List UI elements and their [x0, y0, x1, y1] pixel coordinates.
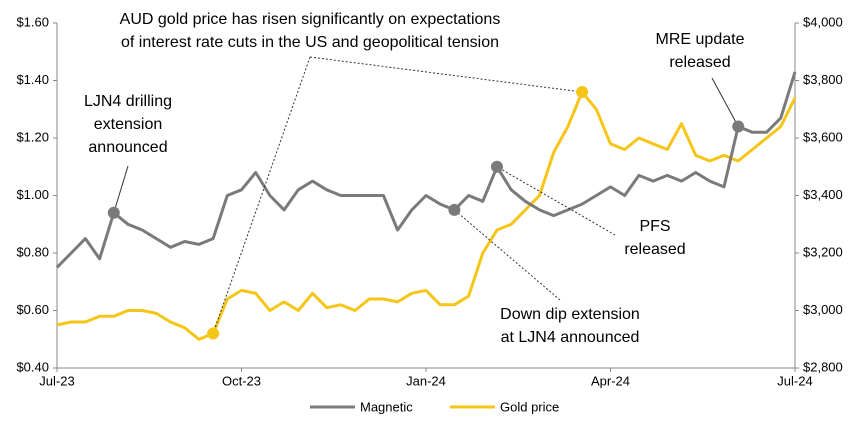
x-tick-label: Jul-24: [777, 373, 812, 388]
annotation: released: [669, 54, 730, 71]
y-tick-label: $0.40: [16, 359, 49, 374]
y-tick-label: $0.60: [16, 302, 49, 317]
x-tick-label: Apr-24: [591, 373, 630, 388]
event-marker: [448, 203, 461, 216]
y2-tick-label: $3,200: [803, 244, 843, 259]
x-tick-label: Jul-23: [39, 373, 74, 388]
annotation: Down dip extension: [500, 306, 640, 323]
y-tick-label: $1.00: [16, 187, 49, 202]
series-line: [56, 90, 797, 341]
series-line: [55, 71, 797, 269]
pointer: [711, 77, 739, 127]
y2-tick-label: $2,800: [803, 359, 843, 374]
pointer: [212, 56, 311, 334]
annotation: at LJN4 announced: [501, 329, 640, 346]
annotation: PFS: [639, 218, 670, 235]
pointer: [454, 209, 561, 301]
event-marker: [107, 206, 120, 219]
annotation: MRE update: [656, 31, 745, 48]
event-marker: [576, 86, 589, 98]
annotation: AUD gold price has risen significantly o…: [120, 11, 501, 28]
event-marker: [490, 160, 503, 173]
y-tick-label: $0.80: [16, 244, 49, 259]
y-tick-label: $1.40: [16, 72, 49, 87]
legend-label: Magnetic: [360, 399, 413, 414]
pointer: [113, 165, 129, 213]
annotation: announced: [88, 139, 167, 156]
x-tick-label: Jan-24: [406, 373, 446, 388]
legend-label: Gold price: [500, 399, 559, 414]
y2-tick-label: $4,000: [803, 14, 843, 29]
event-marker: [732, 120, 745, 133]
pointer: [496, 166, 616, 236]
annotation: LJN4 drilling: [84, 93, 172, 110]
event-marker: [207, 327, 220, 340]
annotation: released: [624, 241, 685, 258]
y2-tick-label: $3,600: [803, 129, 843, 144]
y2-tick-label: $3,400: [803, 187, 843, 202]
y2-tick-label: $3,000: [803, 302, 843, 317]
annotation: of interest rate cuts in the US and geop…: [121, 34, 499, 51]
y2-tick-label: $3,800: [803, 72, 843, 87]
annotation: extension: [94, 116, 163, 133]
y-tick-label: $1.60: [16, 14, 49, 29]
x-tick-label: Oct-23: [222, 373, 261, 388]
pointer: [309, 56, 583, 93]
y-tick-label: $1.20: [16, 129, 49, 144]
